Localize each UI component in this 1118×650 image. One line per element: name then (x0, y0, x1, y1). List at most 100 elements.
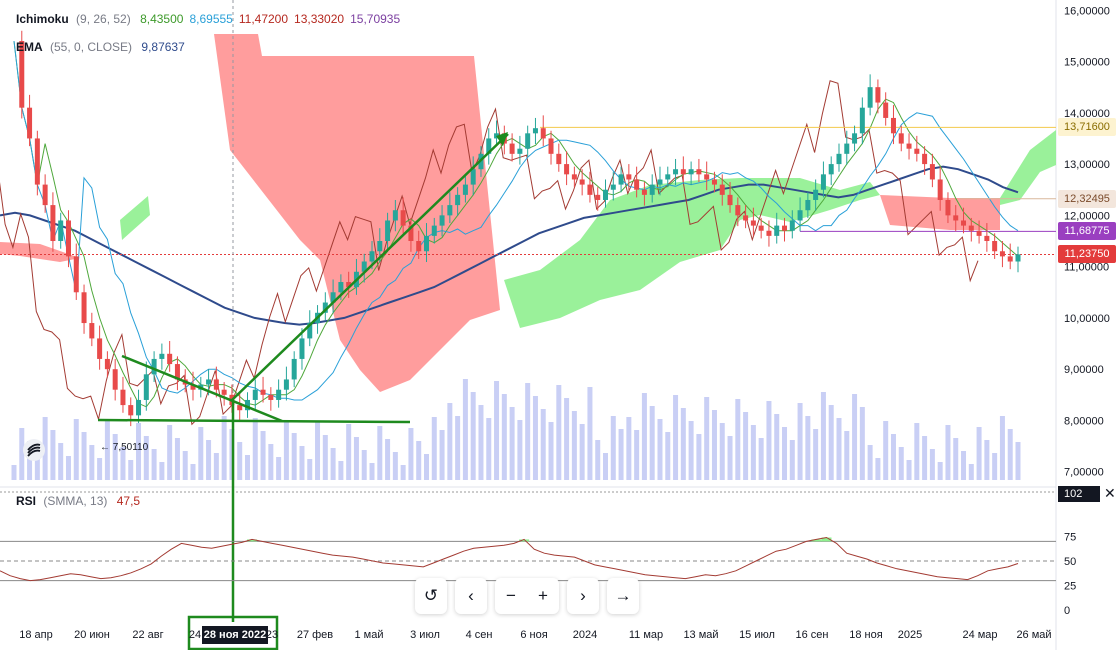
scroll-left-icon[interactable]: ‹ (468, 586, 474, 605)
volume-bar (968, 464, 974, 480)
candle-body (455, 194, 461, 206)
candle-body (898, 133, 904, 144)
time-tick-label: 26 май (1016, 629, 1051, 641)
ichimoku-value-4: 15,70935 (350, 12, 401, 26)
ichimoku-legend[interactable]: Ichimoku (9, 26, 52) 8,43500 8,69555 11,47… (16, 12, 400, 26)
volume-bar (268, 444, 274, 480)
cloud-green-segment (504, 178, 880, 328)
candle-body (447, 205, 453, 216)
volume-bar (945, 425, 951, 480)
volume-bar (852, 394, 858, 480)
volume-bar (797, 403, 803, 480)
ichimoku-value-1: 8,69555 (189, 12, 233, 26)
volume-bar (198, 427, 204, 480)
volume-bar (532, 396, 538, 480)
volume-bar (836, 418, 842, 480)
volume-bar (501, 394, 507, 480)
rsi-overbought-fill (821, 537, 832, 542)
volume-bar (727, 436, 733, 480)
candle-body (836, 153, 842, 165)
candle-body (260, 389, 266, 395)
volume-bar (112, 434, 118, 480)
volume-bar (346, 424, 352, 480)
volume-bar (813, 429, 819, 480)
candle-body (665, 174, 671, 180)
candle-body (789, 220, 795, 231)
time-tick-label: 2025 (898, 629, 922, 641)
candle-body (408, 225, 414, 241)
candle-body (945, 199, 951, 216)
rsi-legend[interactable]: RSI (SMMA, 13) 47,5 (16, 494, 140, 508)
candle-body (782, 225, 788, 231)
volume-bar (431, 417, 437, 480)
volume-bar (73, 419, 79, 480)
volume-bar (883, 421, 889, 480)
candle-body (346, 282, 352, 288)
candle-body (680, 169, 686, 175)
ema-legend[interactable]: EMA (55, 0, CLOSE) 9,87637 (16, 40, 185, 54)
candle-body (385, 220, 391, 241)
volume-bar (252, 418, 258, 480)
candle-body (673, 169, 679, 175)
candle-body (338, 282, 344, 293)
candle-body (610, 184, 616, 190)
price-tick-label: 15,00000 (1064, 57, 1110, 69)
volume-bar (385, 439, 391, 480)
candle-body (750, 220, 756, 226)
zoom-out-icon[interactable]: − (506, 586, 516, 605)
candle-body (548, 138, 554, 154)
candle-body (688, 169, 694, 175)
volume-bar (509, 407, 515, 480)
candle-body (120, 389, 126, 406)
candle-body (626, 174, 632, 180)
ema-name: EMA (16, 40, 43, 54)
triangle-upper-line (121, 354, 283, 423)
trend-drawings (97, 132, 509, 650)
go-to-realtime-icon[interactable]: → (614, 586, 632, 605)
candle-body (392, 210, 398, 221)
candle-body (268, 394, 274, 400)
volume-bar (805, 416, 811, 480)
candle-body (766, 230, 772, 236)
volume-bar (890, 434, 896, 480)
zoom-in-icon[interactable]: + (538, 586, 548, 605)
volume-bar (408, 428, 414, 480)
volume-bar (42, 417, 48, 480)
volume-bar (494, 381, 500, 480)
volume-bar (548, 422, 554, 480)
volume-bar (244, 455, 250, 480)
scroll-right-icon[interactable]: › (580, 586, 586, 605)
volume-bar (564, 398, 570, 480)
time-tick-label: 24 мар (962, 629, 997, 641)
volume-bar (447, 403, 453, 480)
volume-bar (517, 420, 523, 480)
candle-body (221, 389, 227, 395)
volume-bar (688, 421, 694, 480)
time-tick-label: 1 май (355, 629, 384, 641)
close-icon[interactable]: ✕ (1104, 485, 1116, 501)
volume-bar (361, 450, 367, 480)
volume-bar (999, 416, 1005, 480)
candle-body (758, 225, 764, 231)
candle-body (1015, 254, 1021, 262)
volume-bar (416, 441, 422, 480)
candle-body (556, 153, 562, 165)
volume-bar (81, 432, 87, 480)
volume-bar (867, 445, 873, 480)
time-tick-label: 27 фев (297, 629, 333, 641)
candle-body (151, 358, 157, 375)
volume-bar (844, 431, 850, 480)
volume-bar (174, 438, 180, 480)
volume-bar (782, 427, 788, 480)
ichimoku-value-3: 13,33020 (294, 12, 345, 26)
candle-body (307, 323, 313, 339)
volume-bar (579, 424, 585, 480)
price-level-badge: 13,71600 (1058, 118, 1116, 137)
reset-icon[interactable]: ↺ (423, 586, 439, 605)
time-tick-label: 23 (266, 629, 278, 641)
rsi-overbought-fill (519, 539, 530, 542)
candle-body (649, 184, 655, 195)
cloud-red-segment (214, 34, 500, 392)
volume-bar (307, 459, 313, 480)
